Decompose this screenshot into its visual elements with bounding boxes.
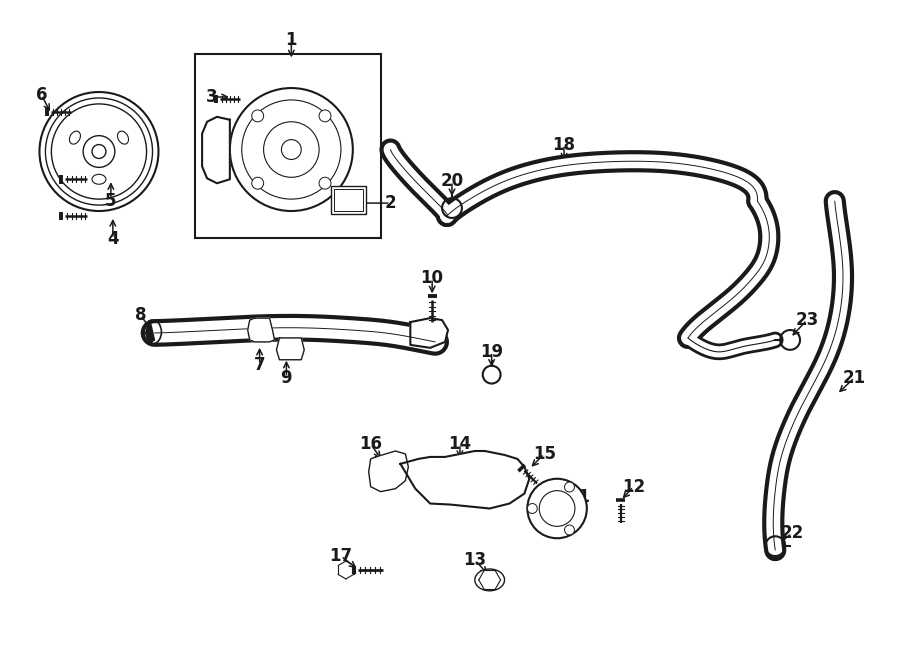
Ellipse shape: [475, 569, 505, 591]
Text: 10: 10: [420, 269, 444, 287]
Polygon shape: [400, 451, 529, 508]
Text: 23: 23: [796, 311, 819, 329]
Text: 3: 3: [206, 88, 218, 106]
Text: 5: 5: [105, 192, 117, 210]
Bar: [334, 189, 363, 211]
Text: 11: 11: [567, 488, 590, 506]
Text: 12: 12: [622, 478, 645, 496]
Polygon shape: [202, 117, 230, 183]
Text: 21: 21: [843, 369, 866, 387]
Circle shape: [319, 177, 331, 189]
Circle shape: [319, 110, 331, 122]
Text: 6: 6: [36, 86, 47, 104]
Text: 18: 18: [553, 136, 575, 154]
Circle shape: [564, 525, 574, 535]
Text: 20: 20: [440, 172, 464, 190]
Text: 1: 1: [285, 32, 297, 50]
Text: 15: 15: [533, 445, 555, 463]
Text: 2: 2: [384, 194, 396, 212]
Bar: [195, 54, 381, 238]
Text: 13: 13: [464, 551, 486, 569]
Polygon shape: [248, 318, 274, 342]
Text: 17: 17: [329, 547, 353, 565]
Text: 22: 22: [780, 524, 804, 542]
Polygon shape: [369, 451, 409, 492]
Circle shape: [527, 479, 587, 538]
Text: 4: 4: [107, 230, 119, 248]
Text: 14: 14: [448, 435, 472, 453]
Circle shape: [230, 88, 353, 211]
Circle shape: [564, 482, 574, 492]
Text: 8: 8: [135, 306, 147, 324]
Text: 16: 16: [359, 435, 382, 453]
Polygon shape: [146, 323, 155, 343]
Bar: [331, 186, 365, 214]
Text: 19: 19: [480, 343, 503, 361]
Text: 9: 9: [281, 369, 292, 387]
Polygon shape: [276, 338, 304, 359]
Circle shape: [252, 110, 264, 122]
Polygon shape: [410, 318, 448, 348]
Circle shape: [527, 504, 537, 514]
Circle shape: [252, 177, 264, 189]
Text: 7: 7: [254, 355, 266, 374]
